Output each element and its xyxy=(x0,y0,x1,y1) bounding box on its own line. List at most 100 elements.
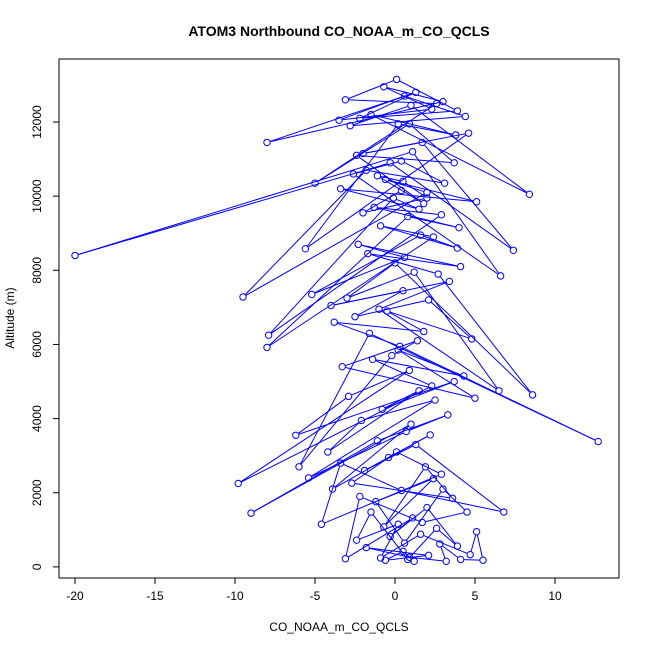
data-point xyxy=(373,437,382,445)
series-segment xyxy=(345,499,360,556)
series-segment xyxy=(245,193,425,296)
series-segment xyxy=(413,107,527,193)
series-segment xyxy=(314,258,402,294)
series-segment xyxy=(415,274,498,389)
series-segment xyxy=(361,244,402,257)
series-segment xyxy=(412,557,443,562)
series-segment xyxy=(337,322,397,346)
series-segment xyxy=(311,432,404,477)
data-point xyxy=(263,138,271,147)
data-point xyxy=(410,268,418,276)
data-point xyxy=(388,351,396,360)
series-segment xyxy=(375,359,461,376)
data-point xyxy=(509,246,518,254)
data-point xyxy=(343,294,351,302)
data-point xyxy=(247,509,255,517)
x-tick-label: -10 xyxy=(226,589,244,603)
data-point xyxy=(434,270,442,278)
data-point xyxy=(453,244,462,252)
series-segment xyxy=(397,264,531,393)
series-segment xyxy=(371,254,435,274)
series-segment xyxy=(391,436,428,457)
data-point xyxy=(444,411,452,419)
data-point xyxy=(404,212,412,221)
series-segment xyxy=(470,534,477,552)
data-point xyxy=(341,555,350,563)
y-tick-label: 10000 xyxy=(30,179,44,213)
series-segment xyxy=(423,535,468,554)
plot-frame xyxy=(58,58,620,579)
x-axis-label: CO_NOAA_m_CO_QCLS xyxy=(269,620,408,634)
data-point xyxy=(292,431,300,439)
data-point xyxy=(397,486,406,495)
data-point xyxy=(405,120,414,128)
data-point xyxy=(344,392,353,401)
data-point xyxy=(528,391,537,399)
series-segment xyxy=(349,264,393,297)
series-segment xyxy=(355,175,499,275)
data-point xyxy=(420,199,428,208)
data-point xyxy=(445,277,454,286)
series-segment xyxy=(374,114,453,135)
x-axis: -20 -15 -10 -5 0 5 10 xyxy=(66,578,562,603)
data-point xyxy=(405,366,414,375)
series-segment xyxy=(345,367,472,398)
data-point xyxy=(437,211,446,219)
data-point xyxy=(354,240,362,249)
data-point xyxy=(394,120,402,128)
series-segment xyxy=(399,453,439,474)
data-point xyxy=(415,205,423,213)
data-point xyxy=(384,453,393,462)
data-point xyxy=(327,301,335,310)
data-point xyxy=(397,157,406,165)
data-point xyxy=(428,382,436,390)
data-point xyxy=(400,539,409,547)
data-point xyxy=(432,99,441,108)
series-segment xyxy=(300,336,369,464)
series-segment xyxy=(371,253,458,267)
series-segment xyxy=(361,244,458,267)
data-point xyxy=(440,179,449,187)
data-point xyxy=(386,159,394,167)
series-segment xyxy=(396,198,416,209)
data-point xyxy=(456,555,465,564)
data-point xyxy=(429,233,438,241)
series-segment xyxy=(78,163,387,255)
data-point xyxy=(341,96,350,104)
series-segment xyxy=(330,392,417,451)
data-point xyxy=(421,463,430,471)
series-segment xyxy=(409,415,445,431)
series-segment xyxy=(388,179,474,202)
data-point xyxy=(336,459,345,467)
data-point xyxy=(500,508,508,516)
data-point xyxy=(397,186,406,195)
series-segment xyxy=(317,104,434,182)
series-segment xyxy=(364,400,432,420)
data-point xyxy=(453,542,462,550)
data-point xyxy=(239,293,247,301)
y-axis-label: Altitude (m) xyxy=(3,287,17,348)
series-segment xyxy=(330,422,360,450)
series-segment xyxy=(348,80,394,99)
series-segment xyxy=(442,545,459,558)
data-point xyxy=(367,508,375,516)
series-segment xyxy=(351,371,407,396)
data-point xyxy=(463,508,471,516)
data-point xyxy=(349,170,358,178)
data-point xyxy=(375,305,383,313)
series-segment xyxy=(392,164,511,249)
data-point xyxy=(472,527,481,536)
series-segment xyxy=(344,188,474,202)
data-point xyxy=(360,466,369,475)
data-point xyxy=(359,209,367,217)
series-segment xyxy=(321,466,341,522)
data-point xyxy=(460,372,468,380)
series-segment xyxy=(357,514,370,538)
data-point xyxy=(380,83,388,91)
series-segment xyxy=(409,530,435,558)
data-point xyxy=(426,431,434,439)
data-point xyxy=(412,88,420,97)
data-point xyxy=(468,335,476,343)
data-point xyxy=(380,523,388,531)
